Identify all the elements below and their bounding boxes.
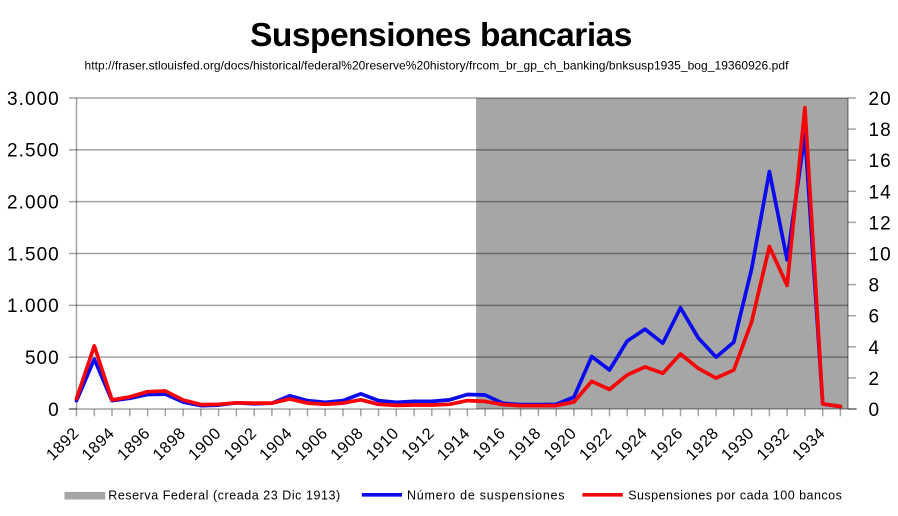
svg-text:8: 8 xyxy=(869,276,881,297)
svg-text:0: 0 xyxy=(48,400,60,421)
svg-text:1916: 1916 xyxy=(469,424,509,464)
svg-text:Suspensiones bancarias: Suspensiones bancarias xyxy=(250,17,632,54)
svg-text:3.000: 3.000 xyxy=(7,89,60,110)
svg-text:1908: 1908 xyxy=(327,424,367,464)
svg-text:1932: 1932 xyxy=(753,424,793,464)
svg-text:1892: 1892 xyxy=(43,424,83,464)
svg-text:1924: 1924 xyxy=(611,424,651,464)
svg-text:1928: 1928 xyxy=(682,424,722,464)
svg-text:0: 0 xyxy=(869,400,881,421)
svg-text:14: 14 xyxy=(869,182,892,203)
svg-text:2: 2 xyxy=(869,369,881,390)
svg-text:1912: 1912 xyxy=(398,424,438,464)
svg-text:http://fraser.stlouisfed.org/d: http://fraser.stlouisfed.org/docs/histor… xyxy=(85,58,790,72)
svg-text:1920: 1920 xyxy=(540,424,580,464)
svg-text:6: 6 xyxy=(869,307,881,328)
svg-text:1894: 1894 xyxy=(78,424,118,464)
svg-text:12: 12 xyxy=(869,213,892,234)
svg-text:Número de suspensiones: Número de suspensiones xyxy=(407,489,565,503)
svg-text:1906: 1906 xyxy=(291,424,331,464)
svg-text:4: 4 xyxy=(869,338,881,359)
svg-text:10: 10 xyxy=(869,245,892,266)
svg-text:1902: 1902 xyxy=(220,424,260,464)
svg-text:1934: 1934 xyxy=(789,424,829,464)
svg-text:1898: 1898 xyxy=(149,424,189,464)
svg-text:1904: 1904 xyxy=(256,424,296,464)
svg-text:1896: 1896 xyxy=(114,424,154,464)
svg-text:1.500: 1.500 xyxy=(7,244,60,265)
svg-text:20: 20 xyxy=(869,89,892,110)
svg-text:Suspensiones por cada 100 banc: Suspensiones por cada 100 bancos xyxy=(628,489,842,503)
svg-text:500: 500 xyxy=(25,348,60,369)
svg-text:1.000: 1.000 xyxy=(7,296,60,317)
svg-text:1918: 1918 xyxy=(505,424,545,464)
svg-text:1900: 1900 xyxy=(185,424,225,464)
svg-text:1926: 1926 xyxy=(647,424,687,464)
svg-text:1922: 1922 xyxy=(576,424,616,464)
svg-text:16: 16 xyxy=(869,151,892,172)
svg-text:Reserva Federal (creada 23 Dic: Reserva Federal (creada 23 Dic 1913) xyxy=(108,489,340,503)
svg-text:18: 18 xyxy=(869,120,892,141)
svg-text:1914: 1914 xyxy=(434,424,474,464)
svg-text:1910: 1910 xyxy=(363,424,403,464)
svg-text:1930: 1930 xyxy=(718,424,758,464)
svg-text:2.000: 2.000 xyxy=(7,193,60,214)
svg-text:2.500: 2.500 xyxy=(7,141,60,162)
